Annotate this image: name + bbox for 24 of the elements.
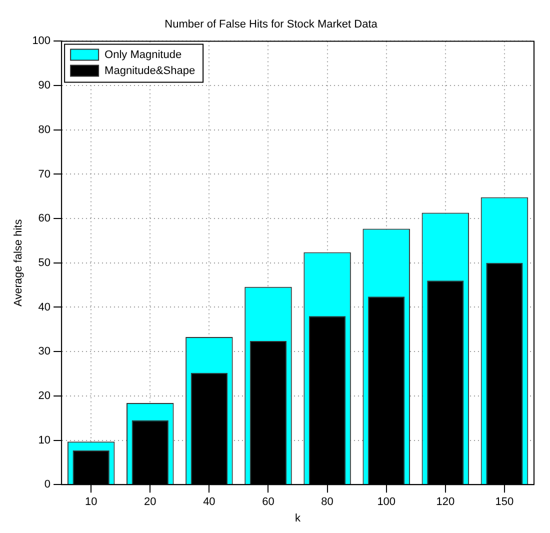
legend-label: Only Magnitude — [104, 49, 182, 62]
y-tick-label: 90 — [38, 80, 51, 92]
y-tick-label: 10 — [38, 434, 51, 446]
y-tick-label: 20 — [38, 390, 51, 402]
x-tick-label: 20 — [144, 496, 156, 508]
x-axis-title: k — [295, 512, 302, 524]
x-tick-label: 120 — [436, 496, 455, 508]
y-tick-label: 60 — [38, 212, 51, 225]
legend-label: Magnitude&Shape — [104, 65, 196, 78]
y-tick-label: 40 — [38, 301, 51, 314]
y-tick-label: 100 — [32, 35, 51, 48]
y-tick-label: 70 — [38, 168, 51, 180]
x-tick-label: 150 — [495, 496, 514, 508]
chart-title: Number of False Hits for Stock Market Data — [164, 18, 378, 31]
y-tick-label: 50 — [38, 256, 51, 269]
x-tick-label: 80 — [321, 496, 334, 508]
y-tick-label: 0 — [44, 478, 51, 491]
x-tick-label: 100 — [377, 496, 396, 508]
x-tick-label: 10 — [84, 496, 98, 508]
x-tick-label: 40 — [203, 496, 216, 508]
y-tick-label: 30 — [38, 346, 51, 358]
x-tick-label: 60 — [262, 496, 274, 508]
y-tick-label: 80 — [38, 124, 51, 136]
y-axis-title: Average false hits — [12, 218, 25, 307]
